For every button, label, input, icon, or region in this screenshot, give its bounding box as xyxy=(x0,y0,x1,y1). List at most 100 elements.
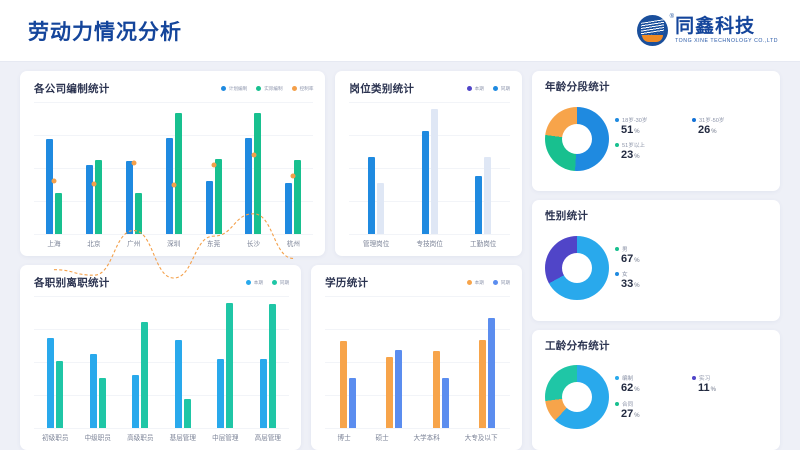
bar[interactable] xyxy=(259,359,267,428)
card-education-level: 学历统计 本期 同期 博士 硕士 大学本科 大专及以下 xyxy=(311,265,522,450)
bar[interactable] xyxy=(45,138,53,234)
bar[interactable] xyxy=(340,340,348,428)
bar[interactable] xyxy=(226,302,234,428)
bar[interactable] xyxy=(183,398,191,428)
bar-group[interactable] xyxy=(217,296,234,428)
donut-legend-item[interactable]: 编制 62% xyxy=(615,374,692,395)
x-axis-label: 高级职员 xyxy=(127,435,154,442)
legend-dot-icon xyxy=(615,272,619,277)
x-axis-label: 中层管理 xyxy=(212,435,239,442)
donut-legend-item[interactable]: 合同 27% xyxy=(615,400,769,421)
bar-group[interactable] xyxy=(85,102,102,234)
bar-group[interactable] xyxy=(132,296,149,428)
left-column: 各公司编制统计 计划编制 实际编制 控制率 xyxy=(20,71,522,450)
bar-group[interactable] xyxy=(47,296,64,428)
bar[interactable] xyxy=(386,356,394,428)
card-company-staffing: 各公司编制统计 计划编制 实际编制 控制率 xyxy=(20,71,326,256)
bar-group[interactable] xyxy=(125,102,142,234)
donut-legend-item[interactable]: 31岁-50岁 26% xyxy=(692,116,769,137)
legend-dot-icon xyxy=(692,117,696,122)
donut-legend-item[interactable]: 18岁-30岁 51% xyxy=(615,116,692,137)
legend-item[interactable]: 计划编制 xyxy=(220,85,248,92)
bar[interactable] xyxy=(368,157,376,234)
bar[interactable] xyxy=(141,322,149,428)
bar-group[interactable] xyxy=(165,102,182,234)
bar[interactable] xyxy=(478,339,486,428)
donut-legend-item[interactable]: 实习 11% xyxy=(692,374,769,395)
donut-legend-head: 31岁-50岁 xyxy=(692,116,769,124)
bar[interactable] xyxy=(268,303,276,428)
bar[interactable] xyxy=(125,161,133,234)
bar-group[interactable] xyxy=(432,296,449,428)
bar[interactable] xyxy=(214,158,222,234)
bar-group[interactable] xyxy=(368,102,385,234)
bar-group[interactable] xyxy=(259,296,276,428)
x-axis-label: 大学本科 xyxy=(413,435,440,442)
legend-item[interactable]: 同期 xyxy=(271,280,289,286)
legend-dot-icon xyxy=(615,143,619,148)
donut-legend-item[interactable]: 51岁以上 23% xyxy=(615,141,769,162)
bar[interactable] xyxy=(430,108,438,234)
bar[interactable] xyxy=(377,182,385,234)
card-gender-distribution: 性别统计 男 67% 女 33% xyxy=(532,200,780,321)
legend-item[interactable]: 同期 xyxy=(492,86,510,92)
bar[interactable] xyxy=(395,350,403,428)
bar-group[interactable] xyxy=(478,296,495,428)
bar-group[interactable] xyxy=(245,102,262,234)
legend-item[interactable]: 实际编制 xyxy=(256,86,283,92)
donut-chart[interactable] xyxy=(545,106,609,171)
bar[interactable] xyxy=(47,338,55,428)
bar[interactable] xyxy=(134,193,142,234)
bar[interactable] xyxy=(205,181,213,234)
bar-group[interactable] xyxy=(45,102,62,234)
legend-item[interactable]: 控制率 xyxy=(291,86,313,92)
donut-chart[interactable] xyxy=(545,365,609,430)
x-axis-label: 管理岗位 xyxy=(362,241,390,248)
legend-item[interactable]: 本期 xyxy=(466,86,484,92)
legend-label: 计划编制 xyxy=(228,85,248,91)
brand-text: 同鑫科技 TONG XINE TECHNOLOGY CO.,LTD xyxy=(675,16,778,44)
bar[interactable] xyxy=(89,354,97,428)
bar[interactable] xyxy=(487,318,495,428)
donut-chart[interactable] xyxy=(545,235,609,300)
legend-item[interactable]: 同期 xyxy=(492,280,510,286)
bar[interactable] xyxy=(475,175,483,234)
bar-group[interactable] xyxy=(89,296,106,428)
donut-legend-value: 51% xyxy=(621,123,640,136)
bar[interactable] xyxy=(174,112,182,234)
bar[interactable] xyxy=(94,160,102,234)
legend-dot-icon xyxy=(466,86,472,91)
bar[interactable] xyxy=(432,351,440,428)
bar[interactable] xyxy=(85,165,93,234)
donut-legend-item[interactable]: 男 67% xyxy=(615,245,769,266)
bar[interactable] xyxy=(174,339,182,428)
bar-group[interactable] xyxy=(340,296,357,428)
bar-group[interactable] xyxy=(174,296,191,428)
bar[interactable] xyxy=(484,157,492,234)
bar[interactable] xyxy=(245,137,253,234)
legend-dot-icon xyxy=(220,86,226,91)
bar[interactable] xyxy=(56,360,64,428)
legend-item[interactable]: 本期 xyxy=(245,280,263,286)
bar[interactable] xyxy=(98,377,106,428)
bar-group[interactable] xyxy=(475,102,492,234)
bar[interactable] xyxy=(294,160,302,234)
bar[interactable] xyxy=(217,359,225,428)
bar[interactable] xyxy=(54,193,62,234)
bar[interactable] xyxy=(421,131,429,234)
bar[interactable] xyxy=(165,137,173,234)
bar-group[interactable] xyxy=(285,102,302,234)
bar[interactable] xyxy=(132,375,140,428)
legend-item[interactable]: 本期 xyxy=(466,280,484,286)
bar-group[interactable] xyxy=(205,102,222,234)
legend-dot-icon xyxy=(692,376,696,381)
donut-legend: 18岁-30岁 51% 31岁-50岁 26% 51岁以上 23% xyxy=(615,116,769,162)
bar[interactable] xyxy=(349,377,357,428)
bar[interactable] xyxy=(285,182,293,234)
donut-legend-item[interactable]: 女 33% xyxy=(615,270,769,291)
bar-group[interactable] xyxy=(421,102,438,234)
x-axis-label: 硕士 xyxy=(375,435,389,442)
bar[interactable] xyxy=(254,112,262,234)
bar[interactable] xyxy=(441,377,449,428)
bar-group[interactable] xyxy=(386,296,403,428)
